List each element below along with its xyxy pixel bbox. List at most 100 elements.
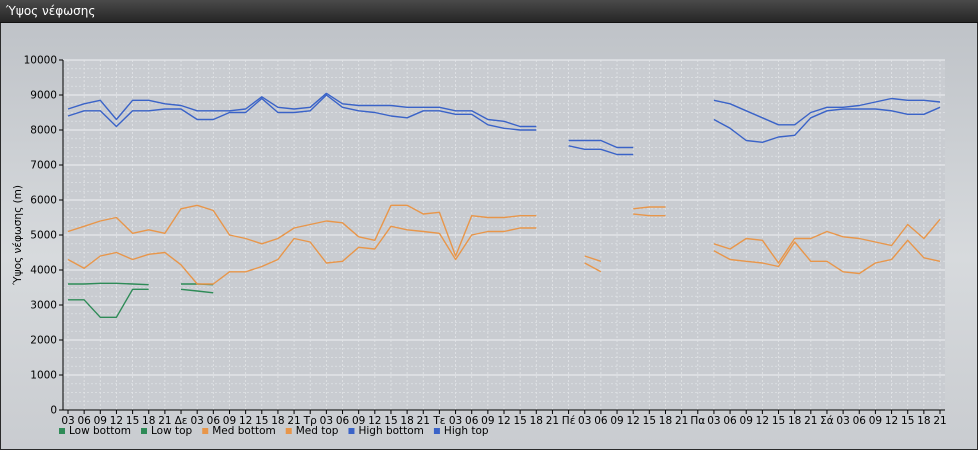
x-tick-label: 06 (207, 415, 221, 427)
y-tick-label: 2000 (30, 335, 57, 347)
x-tick-label: Δε (175, 415, 188, 427)
x-tick-label: 21 (417, 415, 430, 427)
series-line-high-top (713, 97, 941, 126)
x-tick-label: 06 (723, 415, 737, 427)
x-tick-label: 06 (336, 415, 350, 427)
x-tick-label: 03 (578, 415, 591, 427)
x-tick-label: 21 (675, 415, 688, 427)
x-tick-label: 18 (917, 415, 930, 427)
x-tick-label: 12 (497, 415, 510, 427)
x-tick-label: 21 (933, 415, 946, 427)
series-line-med-bottom (713, 239, 941, 275)
x-tick-label: 18 (271, 415, 284, 427)
y-tick-label: 9000 (30, 90, 57, 102)
x-tick-label: 03 (190, 415, 203, 427)
series-line-high-bottom (67, 94, 537, 131)
x-tick-label: 21 (804, 415, 817, 427)
x-tick-label: 18 (659, 415, 672, 427)
x-tick-label: 15 (643, 415, 656, 427)
x-tick-label: 03 (320, 415, 333, 427)
x-tick-label: 18 (142, 415, 155, 427)
series-line-high-bottom (713, 106, 941, 144)
x-tick-label: 09 (481, 415, 494, 427)
x-tick-label: 12 (110, 415, 123, 427)
series-line-low-bottom (180, 288, 214, 294)
x-tick-label: 12 (885, 415, 898, 427)
legend-label: Med bottom (212, 425, 276, 437)
x-tick-label: 09 (740, 415, 753, 427)
legend-marker (348, 428, 355, 434)
y-tick-label: 10000 (24, 55, 57, 67)
y-tick-label: 0 (50, 405, 57, 417)
legend-marker (433, 428, 440, 434)
x-tick-label: Πέ (562, 415, 576, 427)
x-tick-label: 15 (126, 415, 139, 427)
x-tick-label: 06 (594, 415, 608, 427)
x-tick-label: 06 (77, 415, 91, 427)
x-tick-label: 21 (158, 415, 171, 427)
x-tick-label: 06 (853, 415, 867, 427)
x-tick-label: 06 (465, 415, 479, 427)
x-tick-label: Πα (690, 415, 705, 427)
series-line-med-bottom (584, 262, 602, 273)
series-line-med-top (67, 204, 537, 257)
series-line-high-top (67, 92, 537, 128)
x-tick-label: 18 (788, 415, 801, 427)
legend-label: High bottom (358, 425, 423, 437)
series-line-med-top (713, 218, 941, 264)
y-tick-label: 8000 (30, 125, 57, 137)
x-tick-label: 09 (94, 415, 107, 427)
legend-marker (285, 428, 292, 434)
x-tick-label: Τρ (303, 415, 317, 427)
x-tick-label: 03 (449, 415, 462, 427)
x-tick-label: 03 (61, 415, 74, 427)
x-tick-label: 03 (707, 415, 720, 427)
x-tick-label: 12 (626, 415, 639, 427)
legend-marker (141, 428, 147, 434)
x-tick-label: 09 (352, 415, 365, 427)
series-line-med-bottom (67, 225, 537, 285)
series-line-med-top (584, 255, 602, 262)
legend-marker (59, 428, 65, 434)
x-tick-label: 09 (223, 415, 236, 427)
x-tick-label: 12 (239, 415, 252, 427)
x-tick-label: 09 (869, 415, 882, 427)
legend-label: Low bottom (69, 425, 131, 437)
x-tick-label: 18 (530, 415, 543, 427)
x-tick-label: 09 (610, 415, 623, 427)
series-line-high-top (568, 139, 634, 149)
x-tick-label: 03 (836, 415, 849, 427)
x-tick-label: 15 (384, 415, 397, 427)
series-line-low-top (68, 282, 149, 286)
y-tick-label: 3000 (30, 300, 57, 312)
cloud-height-chart: 0 1000 2000 3000 4000 5000 6000 7000 8000 9000 100… (12, 55, 947, 438)
series-line-med-bottom (633, 213, 666, 217)
series-line-high-bottom (568, 145, 634, 156)
legend-label: High top (444, 425, 489, 437)
y-tick-label: 7000 (30, 160, 57, 172)
x-tick-label: 12 (368, 415, 381, 427)
x-tick-label: 15 (255, 415, 268, 427)
x-tick-label: 15 (901, 415, 914, 427)
series-line-med-top (633, 206, 666, 210)
x-tick-label: 15 (513, 415, 526, 427)
y-axis-label: Ύψος νέφωσης (m) (12, 185, 24, 286)
series-line-low-bottom (68, 288, 149, 318)
x-tick-label: 21 (546, 415, 559, 427)
y-tick-label: 1000 (30, 370, 57, 382)
x-tick-label: 18 (400, 415, 413, 427)
y-tick-label: 4000 (30, 265, 57, 277)
legend-label: Low top (151, 425, 193, 437)
y-tick-label: 5000 (30, 230, 57, 242)
x-tick-label: Τε (432, 415, 445, 427)
chart-panel: 0 1000 2000 3000 4000 5000 6000 7000 8000 9000 100… (1, 23, 977, 449)
legend-marker (202, 428, 209, 434)
x-tick-label: Σά (820, 415, 834, 427)
window-title: Ύψος νέφωσης (6, 4, 96, 18)
legend-label: Med top (296, 425, 339, 437)
x-tick-label: 15 (772, 415, 785, 427)
y-tick-label: 6000 (30, 195, 57, 207)
x-tick-label: 12 (756, 415, 769, 427)
window-titlebar: Ύψος νέφωσης (0, 0, 978, 23)
